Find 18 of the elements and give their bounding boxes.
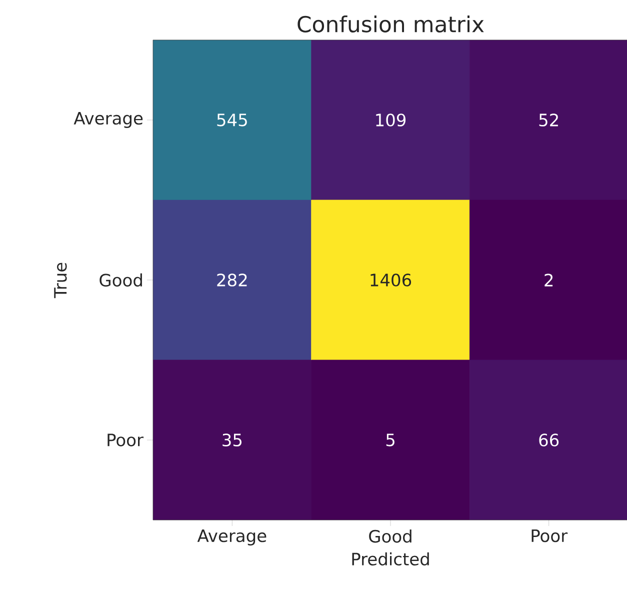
chart-title: Confusion matrix <box>298 15 484 32</box>
y-axis-title: True <box>54 262 67 298</box>
data-label: 2 <box>544 274 553 286</box>
y-tick-label: Average <box>74 112 143 128</box>
data-label: 5 <box>386 434 394 446</box>
y-tick-label: Good <box>100 273 142 287</box>
data-label: 35 <box>222 434 242 446</box>
x-tick-label: Average <box>197 530 266 546</box>
x-axis-title: Predicted <box>352 552 429 566</box>
data-label: 1406 <box>370 274 412 286</box>
data-label: 52 <box>539 114 558 126</box>
data-label: 109 <box>376 114 406 126</box>
data-label: 282 <box>217 274 247 286</box>
x-tick-label: Poor <box>532 530 568 542</box>
y-tick-label: Poor <box>108 434 144 446</box>
data-label: 66 <box>539 434 559 446</box>
x-tick-label: Good <box>369 530 412 543</box>
data-label: 545 <box>217 114 247 126</box>
